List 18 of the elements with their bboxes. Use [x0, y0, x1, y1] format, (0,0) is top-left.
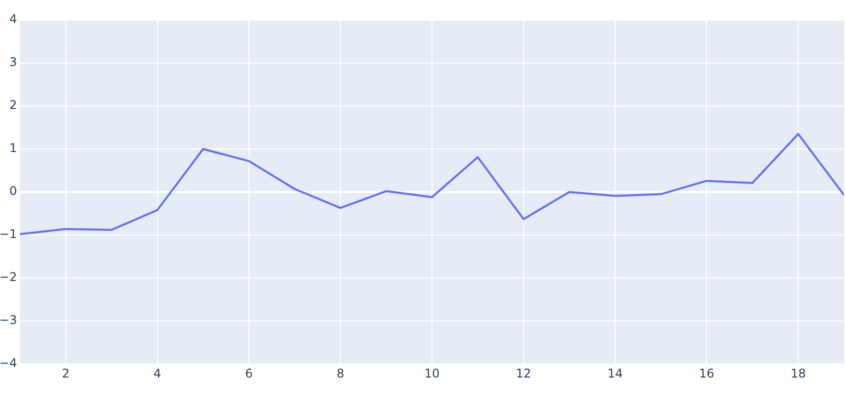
x-tick-label: 14	[607, 366, 623, 380]
y-tick-label: −3	[0, 313, 17, 328]
y-tick-label: 2	[9, 98, 17, 112]
y-tick-label: 4	[9, 12, 17, 26]
y-tick-label: −2	[0, 270, 17, 284]
x-tick-label: 2	[62, 366, 70, 380]
y-tick-label: 3	[9, 55, 17, 70]
x-tick-label: 6	[245, 366, 253, 380]
x-tick-label: 4	[154, 366, 162, 380]
x-tick-label: 18	[790, 366, 806, 380]
x-tick-label: 12	[516, 366, 532, 380]
x-tick-label: 16	[699, 366, 714, 380]
x-tick-label: 8	[336, 366, 344, 380]
y-tick-label: 1	[9, 141, 17, 156]
y-tick-label: 0	[9, 184, 17, 198]
y-tick-label: −1	[0, 227, 17, 242]
y-tick-label: −4	[0, 356, 17, 370]
x-tick-label: 10	[424, 366, 440, 380]
